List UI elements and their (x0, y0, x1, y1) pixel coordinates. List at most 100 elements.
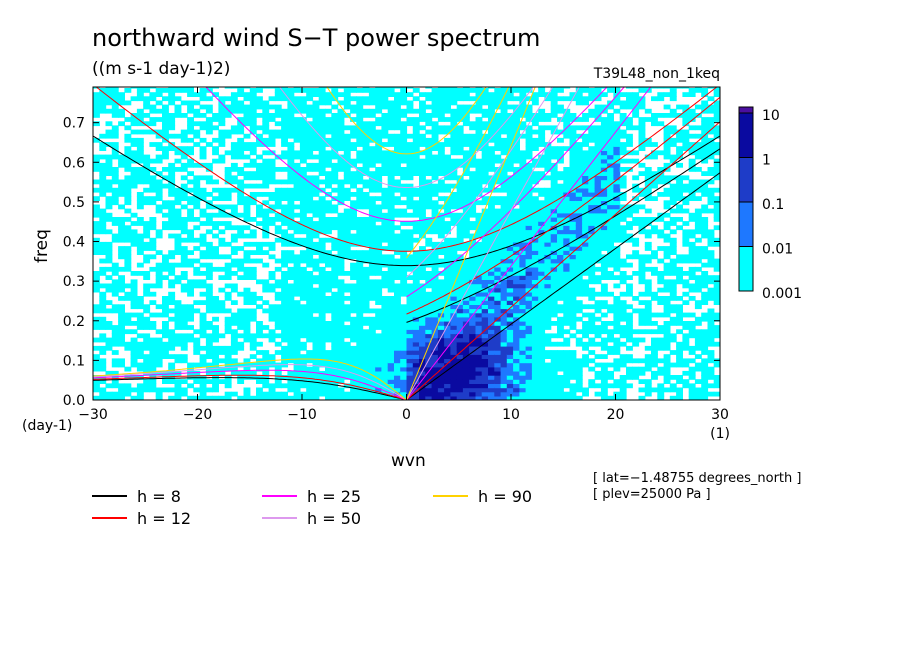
heatmap-cell (224, 221, 232, 226)
heatmap-cell (331, 117, 339, 122)
heatmap-cell (350, 350, 357, 355)
heatmap-cell (475, 96, 483, 102)
heatmap-cell (243, 250, 251, 255)
heatmap-cell (506, 300, 514, 305)
heatmap-cell (582, 221, 589, 226)
heatmap-cell (550, 88, 558, 93)
heatmap-cell (431, 100, 439, 106)
heatmap-cell (462, 312, 470, 318)
heatmap-cell (180, 229, 188, 235)
heatmap-cell (168, 366, 176, 372)
heatmap-cell (444, 308, 451, 314)
heatmap-cell (230, 167, 238, 172)
heatmap-cell (318, 196, 326, 201)
heatmap-cell (557, 196, 564, 201)
heatmap-cell (168, 379, 176, 384)
heatmap-cell (531, 387, 539, 393)
heatmap-cell (168, 225, 176, 231)
heatmap-cell (230, 129, 238, 135)
heatmap-cell (136, 316, 144, 322)
heatmap-cell (437, 179, 445, 185)
heatmap-cell (224, 366, 232, 372)
heatmap-cell (425, 333, 433, 339)
heatmap-cell (162, 333, 169, 339)
heatmap-cell (550, 279, 558, 285)
heatmap-cell (419, 192, 426, 197)
heatmap-cell (494, 358, 502, 364)
heatmap-cell (205, 387, 213, 393)
heatmap-cell (268, 87, 276, 89)
heatmap-cell (619, 258, 627, 264)
heatmap-cell (626, 137, 633, 143)
heatmap-cell (619, 304, 627, 310)
heatmap-cell (224, 192, 232, 197)
heatmap-cell (155, 337, 163, 343)
heatmap-cell (513, 254, 520, 260)
heatmap-cell (199, 92, 207, 97)
heatmap-cell (431, 208, 439, 214)
heatmap-cell (450, 162, 458, 168)
heatmap-cell (588, 187, 596, 193)
heatmap-cell (469, 341, 477, 347)
heatmap-cell (93, 337, 100, 343)
heatmap-cell (130, 96, 138, 102)
heatmap-cell (494, 133, 502, 139)
heatmap-cell (607, 254, 614, 260)
heatmap-cell (168, 271, 176, 276)
heatmap-cell (544, 204, 552, 210)
heatmap-cell (325, 162, 332, 168)
heatmap-cell (594, 266, 602, 272)
heatmap-cell (350, 108, 357, 114)
heatmap-cell (230, 204, 238, 210)
heatmap-cell (105, 345, 113, 351)
heatmap-cell (488, 316, 495, 322)
heatmap-cell (513, 316, 520, 322)
heatmap-cell (331, 345, 339, 351)
heatmap-cell (513, 187, 520, 193)
heatmap-cell (519, 113, 527, 118)
heatmap-cell (419, 341, 426, 347)
heatmap-cell (500, 104, 508, 110)
heatmap-cell (500, 358, 508, 364)
heatmap-cell (312, 225, 320, 231)
heatmap-cell (444, 262, 451, 268)
heatmap-cell (350, 275, 357, 280)
heatmap-cell (488, 391, 495, 397)
heatmap-cell (111, 383, 119, 389)
heatmap-cell (199, 221, 207, 226)
heatmap-cell (406, 158, 414, 164)
heatmap-cell (199, 321, 207, 326)
heatmap-cell (262, 283, 270, 289)
heatmap-cell (557, 233, 564, 239)
heatmap-cell (187, 262, 194, 268)
heatmap-cell (400, 108, 408, 114)
heatmap-cell (613, 391, 621, 397)
heatmap-cell (306, 208, 314, 214)
heatmap-cell (299, 108, 307, 114)
heatmap-cell (331, 92, 339, 97)
heatmap-cell (287, 337, 295, 343)
heatmap-cell (531, 179, 539, 185)
heatmap-cell (525, 229, 533, 235)
heatmap-cell (331, 225, 339, 231)
heatmap-cell (99, 308, 107, 314)
heatmap-cell (481, 100, 489, 106)
heatmap-cell (582, 204, 589, 210)
heatmap-cell (199, 137, 207, 143)
heatmap-cell (437, 350, 445, 355)
heatmap-cell (312, 354, 320, 359)
heatmap-cell (569, 266, 577, 272)
heatmap-cell (481, 146, 489, 151)
heatmap-cell (444, 246, 451, 251)
heatmap-cell (268, 312, 276, 318)
heatmap-cell (475, 316, 483, 322)
heatmap-cell (362, 304, 370, 310)
heatmap-cell (569, 291, 577, 297)
heatmap-cell (218, 108, 226, 114)
heatmap-cell (569, 300, 577, 305)
heatmap-cell (394, 258, 401, 264)
heatmap-cell (557, 287, 564, 293)
heatmap-cell (350, 391, 357, 397)
heatmap-cell (168, 121, 176, 127)
heatmap-cell (224, 395, 232, 400)
